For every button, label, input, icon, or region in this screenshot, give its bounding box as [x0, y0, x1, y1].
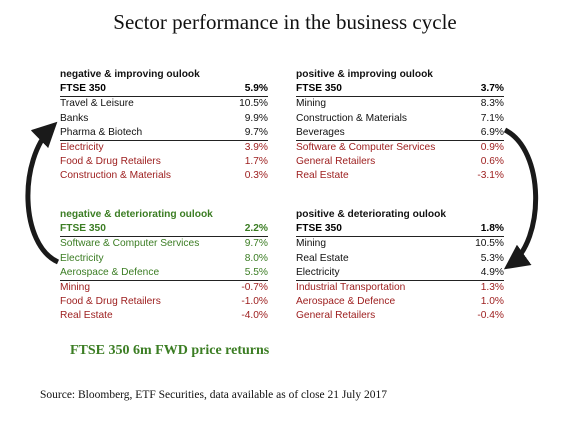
table-row: Construction & Materials 0.3%: [60, 169, 268, 183]
sector-value: 4.9%: [480, 266, 504, 278]
sector-value: 5.3%: [480, 252, 504, 264]
subtitle: FTSE 350 6m FWD price returns: [70, 343, 270, 358]
sector-label: Food & Drug Retailers: [60, 296, 161, 308]
sector-label: Real Estate: [60, 310, 113, 322]
total-value: 3.7%: [480, 83, 504, 95]
sector-label: Aerospace & Defence: [296, 296, 396, 308]
table-row: Construction & Materials 7.1%: [296, 112, 504, 126]
sector-value: 10.5%: [239, 98, 268, 110]
total-value: 5.9%: [244, 83, 268, 95]
panel-heading: positive & improving oulook: [296, 69, 433, 80]
panel-total-row: FTSE 350 1.8%: [296, 222, 504, 238]
table-row: Mining 8.3%: [296, 97, 504, 111]
sector-label: Electricity: [296, 266, 340, 278]
panel-negative-deteriorating: negative & deteriorating oulook FTSE 350…: [60, 208, 268, 324]
total-label: FTSE 350: [296, 223, 342, 235]
sector-label: Industrial Transportation: [296, 282, 406, 294]
sector-value: 9.9%: [244, 112, 268, 124]
panel-total-row: FTSE 350 2.2%: [60, 222, 268, 238]
panel-total-row: FTSE 350 5.9%: [60, 82, 268, 98]
table-row: Electricity 3.9%: [60, 140, 268, 155]
sector-label: Construction & Materials: [60, 170, 171, 182]
sector-value: -3.1%: [477, 170, 504, 182]
panel-positive-deteriorating: positive & deteriorating oulook FTSE 350…: [296, 208, 504, 324]
sector-label: Beverages: [296, 126, 345, 138]
sector-label: Pharma & Biotech: [60, 126, 143, 138]
page-title: Sector performance in the business cycle: [113, 10, 457, 34]
source-note: Source: Bloomberg, ETF Securities, data …: [40, 389, 387, 401]
panel-total-row: FTSE 350 3.7%: [296, 82, 504, 98]
sector-value: 6.9%: [480, 126, 504, 138]
sector-value: -0.7%: [241, 282, 268, 294]
sector-label: Food & Drug Retailers: [60, 156, 161, 168]
sector-label: Construction & Materials: [296, 112, 407, 124]
table-row: Aerospace & Defence 1.0%: [296, 295, 504, 309]
sector-value: 0.9%: [480, 142, 504, 154]
table-row: Aerospace & Defence 5.5%: [60, 266, 268, 280]
arrow-right-cycle: [503, 127, 539, 270]
panel-negative-improving: negative & improving oulook FTSE 350 5.9…: [60, 68, 268, 184]
sector-value: 9.7%: [244, 126, 268, 138]
table-row: Software & Computer Services 0.9%: [296, 140, 504, 155]
table-row: General Retailers -0.4%: [296, 309, 504, 323]
sector-label: Real Estate: [296, 170, 349, 182]
sector-value: -0.4%: [477, 310, 504, 322]
sector-value: 1.0%: [480, 296, 504, 308]
sector-value: 10.5%: [475, 238, 504, 250]
table-row: General Retailers 0.6%: [296, 155, 504, 169]
table-row: Industrial Transportation 1.3%: [296, 280, 504, 295]
table-row: Mining -0.7%: [60, 280, 268, 295]
table-row: Real Estate -4.0%: [60, 309, 268, 323]
sector-label: General Retailers: [296, 310, 376, 322]
table-row: Software & Computer Services 9.7%: [60, 237, 268, 251]
sector-value: -4.0%: [241, 310, 268, 322]
sector-value: 8.3%: [480, 98, 504, 110]
panel-positive-improving: positive & improving oulook FTSE 350 3.7…: [296, 68, 504, 184]
total-label: FTSE 350: [296, 83, 342, 95]
sector-label: Electricity: [60, 252, 104, 264]
sector-label: Real Estate: [296, 252, 349, 264]
sector-value: 8.0%: [244, 252, 268, 264]
sector-label: Banks: [60, 112, 89, 124]
table-row: Electricity 8.0%: [60, 252, 268, 266]
table-row: Travel & Leisure 10.5%: [60, 97, 268, 111]
sector-label: Software & Computer Services: [296, 142, 436, 154]
panel-heading: positive & deteriorating oulook: [296, 209, 446, 220]
table-row: Electricity 4.9%: [296, 266, 504, 280]
sector-label: Travel & Leisure: [60, 98, 134, 110]
sector-label: Aerospace & Defence: [60, 266, 160, 278]
total-value: 1.8%: [480, 223, 504, 235]
sector-value: 1.7%: [244, 156, 268, 168]
table-row: Real Estate -3.1%: [296, 169, 504, 183]
sector-label: General Retailers: [296, 156, 376, 168]
sector-label: Mining: [296, 98, 327, 110]
sector-value: 0.3%: [244, 170, 268, 182]
sector-value: 3.9%: [244, 142, 268, 154]
table-row: Food & Drug Retailers 1.7%: [60, 155, 268, 169]
sector-label: Software & Computer Services: [60, 238, 200, 250]
panel-heading: negative & deteriorating oulook: [60, 209, 213, 220]
arrow-left-cycle: [25, 121, 60, 265]
sector-label: Mining: [60, 282, 91, 294]
sector-value: 0.6%: [480, 156, 504, 168]
table-row: Banks 9.9%: [60, 112, 268, 126]
sector-label: Mining: [296, 238, 327, 250]
sector-value: 9.7%: [244, 238, 268, 250]
sector-value: 7.1%: [480, 112, 504, 124]
table-row: Pharma & Biotech 9.7%: [60, 126, 268, 140]
total-label: FTSE 350: [60, 83, 106, 95]
sector-value: 1.3%: [480, 282, 504, 294]
sector-value: 5.5%: [244, 266, 268, 278]
total-value: 2.2%: [244, 223, 268, 235]
total-label: FTSE 350: [60, 223, 106, 235]
table-row: Beverages 6.9%: [296, 126, 504, 140]
table-row: Real Estate 5.3%: [296, 252, 504, 266]
sector-value: -1.0%: [241, 296, 268, 308]
table-row: Food & Drug Retailers -1.0%: [60, 295, 268, 309]
panel-heading: negative & improving oulook: [60, 69, 200, 80]
sector-label: Electricity: [60, 142, 104, 154]
table-row: Mining 10.5%: [296, 237, 504, 251]
